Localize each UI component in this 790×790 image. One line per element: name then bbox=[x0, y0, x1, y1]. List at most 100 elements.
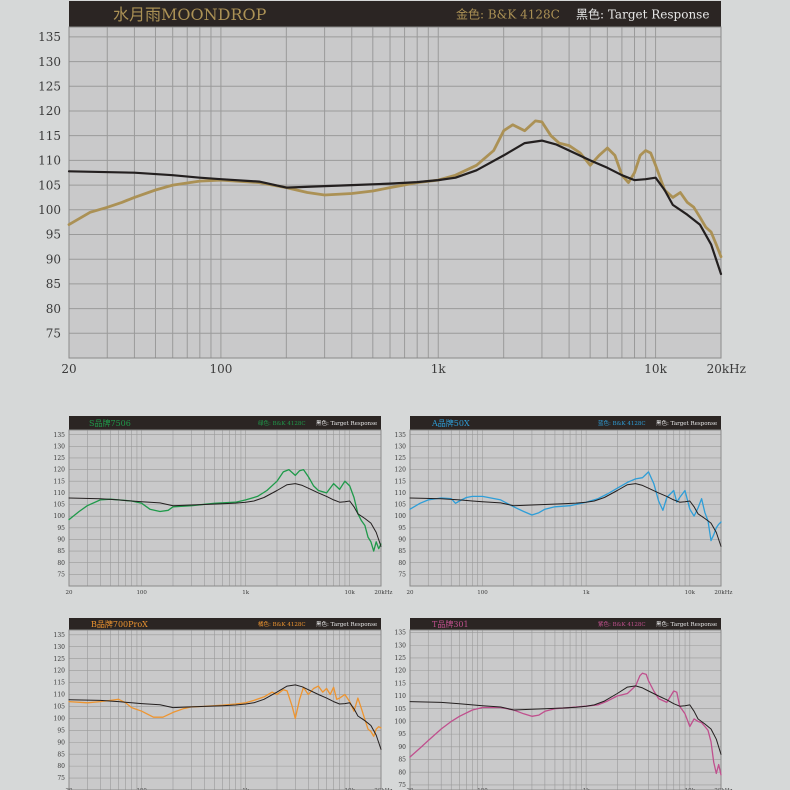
x-tick-label: 100 bbox=[209, 362, 232, 376]
x-tick-label: 20kHz bbox=[714, 590, 732, 596]
y-tick-label: 85 bbox=[398, 548, 406, 555]
y-tick-label: 75 bbox=[398, 782, 406, 789]
y-tick-label: 75 bbox=[46, 326, 61, 340]
t-brand-301-chart: T品牌301 紫色: B&K 4128C 黑色: Target Response 13… bbox=[395, 618, 733, 790]
y-tick-label: 100 bbox=[54, 513, 66, 520]
y-tick-label: 95 bbox=[398, 525, 406, 532]
chart-title: B品牌700ProX bbox=[91, 619, 148, 629]
x-tick-label: 10k bbox=[685, 788, 696, 790]
plot-area bbox=[410, 630, 721, 790]
series-line-measured bbox=[68, 685, 382, 737]
y-tick-label: 135 bbox=[395, 432, 406, 439]
y-tick-label: 80 bbox=[46, 302, 61, 316]
series-group bbox=[409, 672, 722, 776]
chart-title: 水月雨MOONDROP bbox=[113, 5, 267, 24]
y-tick-label: 120 bbox=[54, 467, 66, 474]
plot-border bbox=[409, 429, 722, 587]
y-tick-label: 100 bbox=[395, 513, 406, 520]
x-tick-label: 20kHz bbox=[714, 788, 732, 790]
y-tick-label: 75 bbox=[57, 775, 65, 782]
x-tick-label: 10k bbox=[345, 788, 356, 790]
y-tick-label: 105 bbox=[38, 178, 61, 192]
y-tick-label: 105 bbox=[395, 502, 406, 509]
y-tick-label: 80 bbox=[398, 560, 406, 567]
y-tick-label: 95 bbox=[57, 525, 65, 532]
y-tick-label: 125 bbox=[395, 655, 406, 662]
y-tick-label: 110 bbox=[395, 693, 406, 700]
y-tick-label: 115 bbox=[38, 129, 61, 143]
y-tick-label: 95 bbox=[46, 228, 61, 242]
x-tick-label: 1k bbox=[242, 590, 249, 596]
y-tick-label: 125 bbox=[54, 455, 66, 462]
y-tick-label: 90 bbox=[57, 537, 65, 544]
y-tick-label: 135 bbox=[54, 632, 66, 639]
main-frequency-response-chart: 水月雨MOONDROP 金色: B&K 4128C 黑色: Target Respo… bbox=[38, 1, 746, 376]
y-tick-label: 120 bbox=[395, 467, 406, 474]
y-tick-label: 115 bbox=[395, 680, 406, 687]
legend-target: 黑色: Target Response bbox=[576, 7, 709, 21]
legend-target: 黑色: Target Response bbox=[316, 419, 377, 427]
x-tick-label: 1k bbox=[431, 362, 447, 376]
y-tick-label: 85 bbox=[46, 277, 61, 291]
x-tick-label: 100 bbox=[136, 788, 147, 790]
x-tick-label: 100 bbox=[136, 590, 147, 596]
y-tick-label: 110 bbox=[54, 692, 66, 699]
x-tick-label: 20 bbox=[61, 362, 76, 376]
x-tick-label: 100 bbox=[477, 788, 488, 790]
x-tick-label: 1k bbox=[242, 788, 249, 790]
y-tick-label: 90 bbox=[398, 537, 406, 544]
y-tick-label: 120 bbox=[395, 668, 406, 675]
series-line-target-response bbox=[409, 483, 722, 547]
plot-area bbox=[69, 630, 381, 790]
x-tick-label: 20kHz bbox=[374, 590, 392, 596]
y-tick-label: 135 bbox=[54, 432, 66, 439]
x-tick-label: 20kHz bbox=[707, 362, 746, 376]
y-tick-label: 115 bbox=[395, 478, 406, 485]
chart-header-bar bbox=[410, 416, 721, 430]
x-tick-label: 100 bbox=[477, 590, 488, 596]
legend-measured: 绿色: B&K 4128C bbox=[258, 419, 306, 427]
legend-measured: 蓝色: B&K 4128C bbox=[598, 419, 646, 427]
x-tick-label: 1k bbox=[583, 590, 590, 596]
x-tick-label: 20 bbox=[407, 590, 414, 596]
y-tick-label: 120 bbox=[54, 668, 66, 675]
y-tick-label: 130 bbox=[54, 644, 66, 651]
series-line-measured bbox=[68, 468, 382, 552]
y-tick-label: 80 bbox=[57, 763, 65, 770]
x-tick-label: 10k bbox=[345, 590, 356, 596]
chart-header-bar bbox=[69, 416, 381, 430]
y-tick-label: 110 bbox=[38, 154, 61, 168]
series-line-measured bbox=[409, 471, 722, 542]
y-tick-label: 125 bbox=[38, 79, 61, 93]
y-tick-label: 135 bbox=[38, 30, 61, 44]
y-tick-label: 85 bbox=[57, 548, 65, 555]
legend-measured: 橘色: B&K 4128C bbox=[258, 620, 306, 628]
y-tick-label: 85 bbox=[398, 757, 406, 764]
legend-target: 黑色: Target Response bbox=[316, 620, 377, 628]
y-tick-label: 135 bbox=[395, 630, 406, 637]
series-group bbox=[409, 471, 722, 547]
legend-measured: 紫色: B&K 4128C bbox=[598, 620, 646, 628]
x-tick-label: 1k bbox=[583, 788, 590, 790]
plot-border bbox=[409, 629, 722, 790]
y-tick-label: 90 bbox=[57, 739, 65, 746]
plot-area bbox=[69, 430, 381, 586]
plot-area bbox=[69, 27, 721, 358]
series-line-target-response bbox=[68, 684, 382, 750]
series-group bbox=[68, 684, 382, 750]
series-group bbox=[68, 468, 382, 552]
legend-target: 黑色: Target Response bbox=[656, 620, 717, 628]
y-tick-label: 120 bbox=[38, 104, 61, 118]
plot-area bbox=[410, 430, 721, 586]
x-tick-label: 10k bbox=[644, 362, 667, 376]
y-tick-label: 110 bbox=[54, 490, 66, 497]
legend-target: 黑色: Target Response bbox=[656, 419, 717, 427]
y-tick-label: 75 bbox=[398, 571, 406, 578]
plot-border bbox=[68, 629, 382, 790]
series-line-target-response bbox=[409, 685, 722, 755]
y-tick-label: 90 bbox=[46, 252, 61, 266]
series-line-target-response bbox=[67, 139, 723, 276]
y-tick-label: 130 bbox=[395, 443, 406, 450]
y-tick-label: 125 bbox=[54, 656, 66, 663]
y-tick-label: 100 bbox=[38, 203, 61, 217]
